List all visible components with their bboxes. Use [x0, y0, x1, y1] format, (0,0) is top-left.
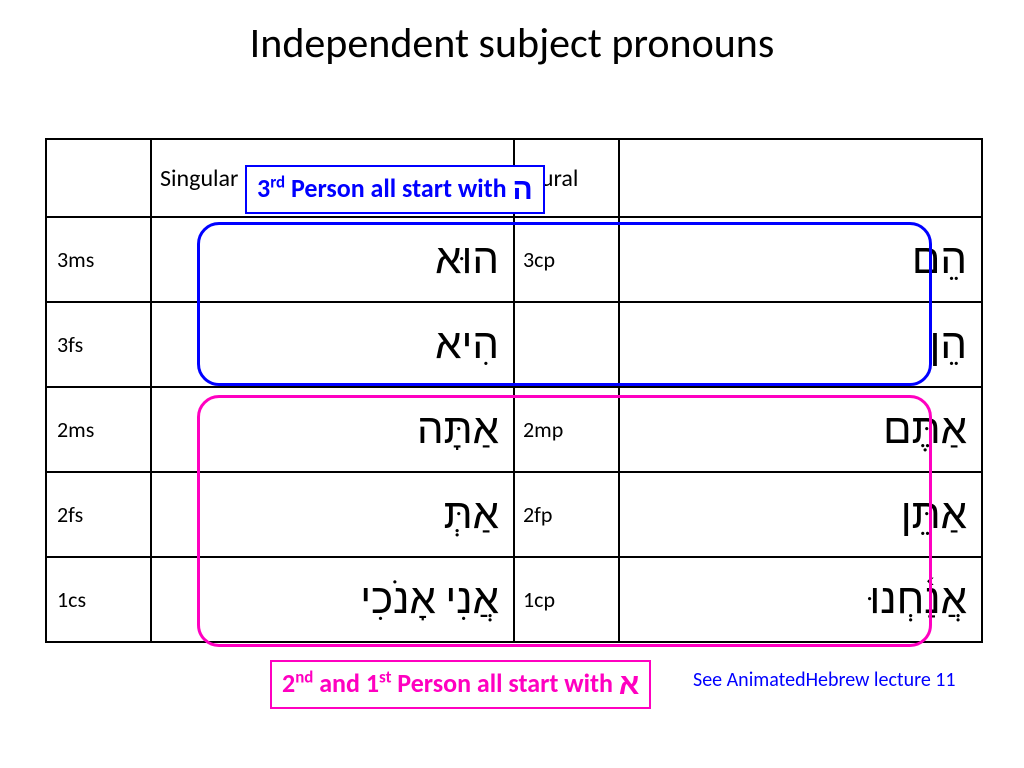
table-row: 1cs אֲנִי אָנֹכִי 1cp אֲנַ֫חְנוּ	[46, 557, 982, 642]
header-blank	[46, 139, 151, 217]
callout-text: 3rd Person all start with ה	[257, 172, 533, 204]
footer-reference-link[interactable]: See AnimatedHebrew lecture 11	[693, 668, 956, 692]
row-pl-heb: הֵן	[619, 302, 982, 387]
row-sg-heb: אַתָּה	[151, 387, 514, 472]
row-pl-label: 3cp	[514, 217, 619, 302]
second-first-person-callout: 2nd and 1st Person all start with א	[270, 660, 651, 709]
row-sg-label: 3fs	[46, 302, 151, 387]
row-pl-label	[514, 302, 619, 387]
table-row: 3fs הִיא הֵן	[46, 302, 982, 387]
table-row: 2ms אַתָּה 2mp אַתֶּם	[46, 387, 982, 472]
row-sg-label: 2ms	[46, 387, 151, 472]
row-pl-label: 2mp	[514, 387, 619, 472]
row-sg-heb: אַתְּ	[151, 472, 514, 557]
row-pl-label: 1cp	[514, 557, 619, 642]
row-pl-heb: אַתֶּם	[619, 387, 982, 472]
page-title: Independent subject pronouns	[0, 0, 1024, 79]
row-sg-label: 3ms	[46, 217, 151, 302]
row-pl-heb: הֵם	[619, 217, 982, 302]
third-person-callout: 3rd Person all start with ה	[245, 165, 545, 214]
row-sg-label: 2fs	[46, 472, 151, 557]
row-pl-heb: אַתֵּן	[619, 472, 982, 557]
table-row: 2fs אַתְּ 2fp אַתֵּן	[46, 472, 982, 557]
row-pl-heb: אֲנַ֫חְנוּ	[619, 557, 982, 642]
row-sg-label: 1cs	[46, 557, 151, 642]
table-row: 3ms הוּא 3cp הֵם	[46, 217, 982, 302]
header-singular-text: Singular	[160, 164, 238, 193]
row-sg-heb: הִיא	[151, 302, 514, 387]
row-sg-heb: הוּא	[151, 217, 514, 302]
header-blank-2	[619, 139, 982, 217]
callout-text: 2nd and 1st Person all start with א	[282, 667, 639, 699]
row-pl-label: 2fp	[514, 472, 619, 557]
row-sg-heb: אֲנִי אָנֹכִי	[151, 557, 514, 642]
